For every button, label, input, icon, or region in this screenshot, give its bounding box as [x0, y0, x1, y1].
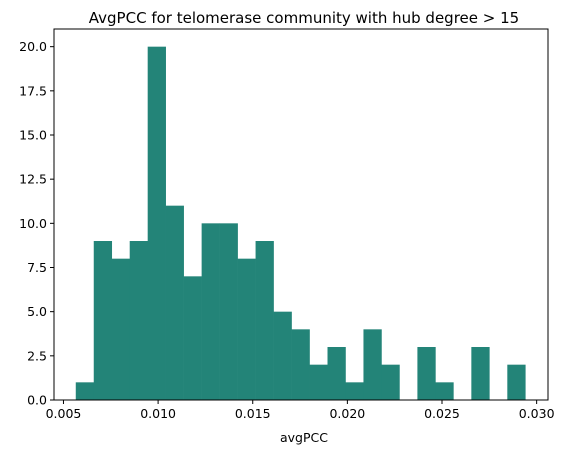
histogram-bar: [435, 382, 454, 400]
x-tick-label: 0.020: [329, 406, 365, 421]
histogram-bar: [471, 347, 490, 400]
histogram-bar: [255, 241, 274, 400]
histogram-bar: [129, 241, 148, 400]
histogram-bar: [363, 329, 382, 400]
y-axis: 0.0 2.5 5.0 7.5 10.0 12.5 15.0 17.5 20.0: [19, 39, 54, 408]
histogram-bar: [93, 241, 113, 400]
histogram-bar: [417, 347, 436, 400]
histogram-bar: [381, 364, 400, 400]
x-tick-label: 0.015: [235, 406, 271, 421]
histogram-bar: [75, 382, 95, 400]
x-tick-label: 0.010: [140, 406, 176, 421]
histogram-bar: [237, 258, 256, 400]
histogram-bar: [507, 364, 526, 400]
histogram-bar: [291, 329, 310, 400]
y-tick-label: 0.0: [27, 393, 47, 408]
histogram-bar: [345, 382, 364, 400]
y-tick-label: 15.0: [19, 128, 47, 143]
histogram-bar: [201, 223, 220, 400]
y-tick-label: 10.0: [19, 216, 47, 231]
histogram-bar: [147, 46, 166, 401]
x-axis-title: avgPCC: [280, 430, 328, 445]
bars-layer: [75, 46, 526, 401]
chart-title: AvgPCC for telomerase community with hub…: [89, 9, 519, 27]
y-tick-label: 12.5: [19, 172, 47, 187]
plot-area-frame: [53, 28, 549, 401]
y-tick-label: 5.0: [27, 304, 47, 319]
histogram-bar: [219, 223, 238, 400]
y-tick-label: 2.5: [27, 348, 47, 363]
y-tick-label: 7.5: [27, 260, 47, 275]
x-tick-label: 0.030: [519, 406, 555, 421]
histogram-bar: [309, 364, 328, 400]
histogram-bar: [327, 347, 346, 400]
histogram-bar: [165, 205, 184, 400]
x-tick-label: 0.005: [46, 406, 82, 421]
y-tick-label: 20.0: [19, 39, 47, 54]
x-tick-label: 0.025: [424, 406, 460, 421]
x-axis: 0.005 0.010 0.015 0.020 0.025 0.030: [46, 400, 555, 421]
y-tick-label: 17.5: [19, 83, 47, 98]
histogram-bar: [111, 258, 131, 400]
histogram-bar: [183, 276, 202, 400]
histogram-bar: [273, 311, 292, 400]
